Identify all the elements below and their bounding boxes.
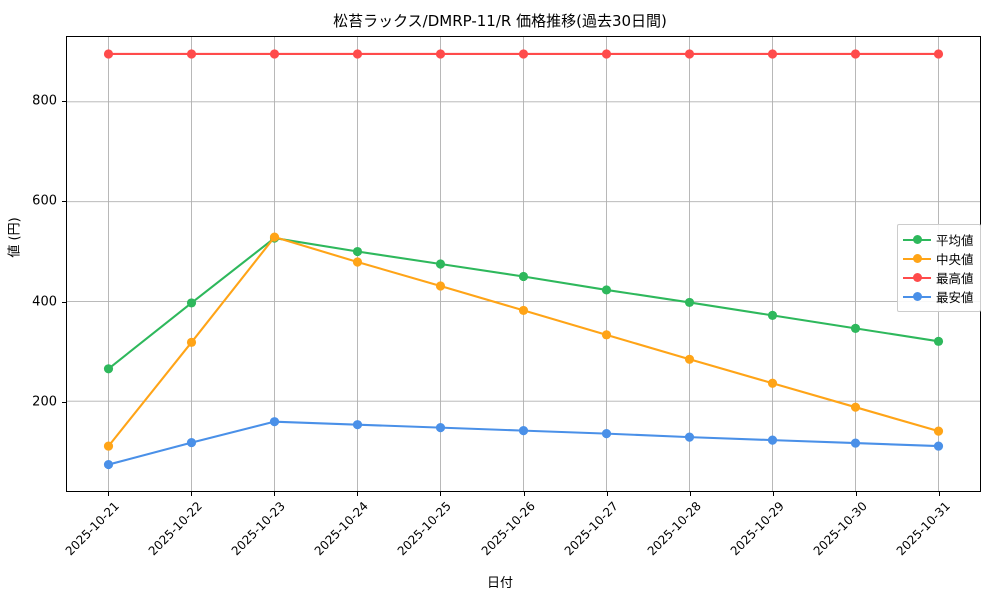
data-point — [352, 257, 363, 267]
legend-swatch-icon — [903, 271, 931, 285]
series-group — [103, 49, 944, 470]
data-point — [269, 232, 280, 242]
data-point — [518, 49, 529, 59]
data-point — [684, 354, 695, 364]
data-point — [269, 49, 280, 59]
data-point — [767, 310, 778, 320]
data-point — [933, 441, 944, 451]
data-point — [767, 378, 778, 388]
data-point — [352, 420, 363, 430]
legend-swatch-icon — [903, 290, 931, 304]
data-point — [435, 281, 446, 291]
data-point — [767, 49, 778, 59]
plot-area — [66, 36, 981, 492]
x-tick-mark — [357, 492, 359, 496]
legend-item[interactable]: 平均値 — [903, 230, 974, 249]
legend-label: 平均値 — [936, 233, 974, 248]
data-point — [601, 330, 612, 340]
chart-legend[interactable]: 平均値中央値最高値最安値 — [897, 224, 981, 312]
data-point — [435, 49, 446, 59]
gridlines — [67, 37, 980, 491]
legend-item[interactable]: 最高値 — [903, 268, 974, 287]
data-point — [269, 417, 280, 427]
legend-item[interactable]: 最安値 — [903, 287, 974, 306]
x-tick-mark — [689, 492, 691, 496]
data-point — [186, 298, 197, 308]
data-point — [103, 459, 114, 470]
x-tick-mark — [440, 492, 442, 496]
x-tick-mark — [107, 492, 109, 496]
data-point — [601, 49, 612, 59]
data-point — [518, 305, 529, 315]
y-axis-label: 値 (円) — [7, 217, 23, 258]
data-point — [103, 441, 114, 451]
legend-label: 最安値 — [936, 290, 974, 305]
data-point — [933, 426, 944, 436]
x-tick-mark — [939, 492, 941, 496]
x-tick-mark — [856, 492, 858, 496]
x-tick-mark — [523, 492, 525, 496]
data-point — [767, 435, 778, 445]
data-point — [601, 285, 612, 295]
y-tick-label: 200 — [32, 394, 57, 410]
data-point — [601, 429, 612, 439]
data-point — [518, 271, 529, 282]
legend-swatch-icon — [903, 252, 931, 266]
data-point — [352, 49, 363, 59]
data-point — [103, 364, 114, 374]
legend-item[interactable]: 中央値 — [903, 249, 974, 268]
y-tick-label: 600 — [32, 193, 57, 209]
y-tick-label: 800 — [32, 93, 57, 109]
data-point — [186, 337, 197, 347]
data-point — [850, 323, 861, 333]
data-point — [933, 49, 944, 59]
legend-label: 中央値 — [936, 252, 974, 267]
legend-swatch-icon — [903, 233, 931, 247]
data-point — [186, 49, 197, 59]
y-tick-label: 400 — [32, 294, 57, 310]
data-point — [933, 336, 944, 346]
data-point — [684, 297, 695, 307]
x-tick-mark — [773, 492, 775, 496]
data-point — [103, 49, 114, 59]
legend-label: 最高値 — [936, 271, 974, 286]
data-point — [684, 432, 695, 442]
data-point — [435, 259, 446, 269]
chart-title: 松苔ラックス/DMRP-11/R 価格推移(過去30日間) — [333, 12, 667, 30]
plot-svg — [67, 37, 980, 491]
data-point — [850, 402, 861, 412]
data-point — [186, 438, 197, 448]
data-point — [850, 438, 861, 448]
data-point — [352, 246, 363, 257]
data-point — [435, 423, 446, 433]
data-point — [684, 49, 695, 59]
x-tick-mark — [190, 492, 192, 496]
data-point — [850, 49, 861, 59]
x-tick-mark — [273, 492, 275, 496]
data-point — [518, 426, 529, 436]
x-axis-label: 日付 — [486, 576, 513, 591]
x-tick-mark — [606, 492, 608, 496]
